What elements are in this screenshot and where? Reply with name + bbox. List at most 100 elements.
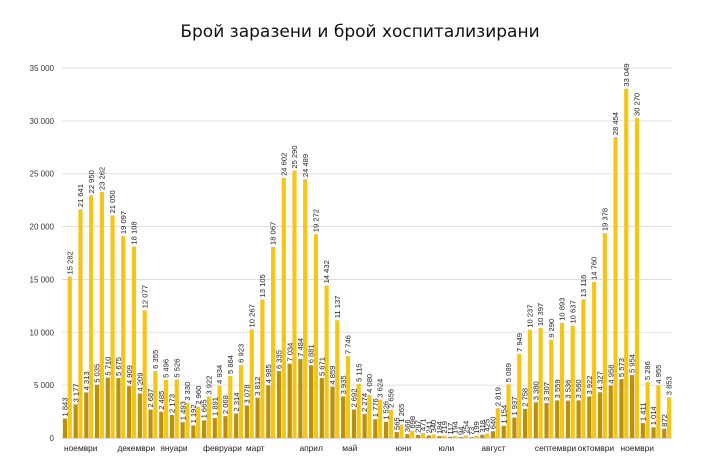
infected-value-label: 3 330 [183,382,192,401]
x-month-label: ноември [620,443,654,453]
hospitalized-bar [448,436,453,438]
hospitalized-value-label: 3 078 [242,384,251,403]
hospitalized-value-label: 640 [489,417,498,430]
hospitalized-bar [662,428,667,438]
hospitalized-bar [255,397,260,438]
hospitalized-bar [73,404,78,438]
infected-bar [163,379,169,438]
infected-value-label: 6 355 [151,350,160,369]
infected-value-label: 10 237 [526,305,535,328]
hospitalized-bar [169,415,175,438]
hospitalized-bar [180,422,185,438]
hospitalized-value-label: 7 484 [296,338,305,357]
infected-value-label: 5 864 [226,355,235,374]
hospitalized-value-label: 5 035 [93,364,102,383]
x-month-label: януари [160,443,188,453]
hospitalized-bar [544,403,549,438]
infected-bar [656,385,661,438]
infected-value-label: 19 378 [600,208,609,231]
hospitalized-value-label: 366 [403,419,412,432]
infected-bar [399,424,404,438]
hospitalized-value-label: 6 881 [307,344,316,363]
hospitalized-value-label: 1 891 [210,397,219,416]
hospitalized-value-label: 1 665 [200,399,209,418]
hospitalized-bar [351,409,356,438]
hospitalized-value-label: 73 [467,427,476,435]
hospitalized-bar [298,358,303,438]
x-month-label: август [481,443,505,453]
hospitalized-bar [576,400,581,438]
y-tick-label: 35 000 [30,64,55,73]
infected-value-label: 471 [419,418,428,431]
infected-bar [174,379,179,438]
hospitalized-bar [501,425,506,438]
hospitalized-value-label: 3 559 [553,379,562,398]
infected-bar [431,434,436,438]
infected-bar [527,329,533,438]
infected-bar [153,370,158,438]
infected-value-label: 6 923 [237,344,246,363]
y-tick-label: 10 000 [30,328,55,337]
hospitalized-value-label: 1 776 [371,398,380,417]
x-month-label: септември [535,443,577,453]
hospitalized-bar [191,425,196,438]
infected-bar [206,396,211,438]
infected-value-label: 1 265 [397,404,406,423]
infected-bar [602,233,607,438]
hospitalized-value-label: 5 573 [617,358,626,377]
infected-bar [324,285,329,438]
hospitalized-value-label: 4 859 [328,366,337,385]
hospitalized-value-label: 3 560 [574,379,583,398]
infected-bar [592,281,597,438]
hospitalized-value-label: 4 327 [596,371,605,390]
infected-value-label: 7 746 [344,335,353,354]
hospitalized-value-label: 4 985 [264,364,273,383]
infected-bar [217,385,222,438]
y-tick-label: 20 000 [30,223,55,232]
infected-bar [185,402,190,438]
x-month-label: март [246,443,265,453]
hospitalized-bar [234,413,239,438]
hospitalized-value-label: 1 014 [649,406,658,425]
hospitalized-value-label: 1 411 [638,403,647,421]
hospitalized-bar [555,400,560,438]
hospitalized-value-label: 6 335 [275,350,284,369]
hospitalized-value-label: 3 380 [531,381,540,400]
infected-value-label: 15 282 [65,251,74,274]
hospitalized-value-label: 5 954 [628,354,637,373]
hospitalized-value-label: 1 937 [510,397,519,416]
hospitalized-bar [640,423,645,438]
hospitalized-value-label: 4 909 [125,365,134,384]
infected-bar [121,236,126,438]
hospitalized-bar [426,435,431,438]
infected-value-label: 33 049 [622,63,631,86]
hospitalized-bar [458,437,464,438]
infected-value-label: 10 637 [568,300,577,323]
hospitalized-bar [490,431,496,438]
hospitalized-bar [565,400,571,438]
infected-bar [142,310,147,438]
hospitalized-value-label: 2 314 [232,393,241,412]
infected-value-label: 11 137 [333,296,342,319]
infected-bar [270,247,276,438]
hospitalized-value-label: 5 710 [103,357,112,376]
y-tick-label: 5 000 [34,381,55,390]
infected-bar [388,409,393,438]
infected-value-label: 219 [440,421,449,434]
infected-bar [570,325,575,438]
infected-bar [485,433,490,438]
hospitalized-value-label: 2 758 [521,388,530,407]
hospitalized-value-label: 3 177 [71,383,80,402]
infected-value-label: 5 496 [162,359,171,378]
infected-value-label: 30 270 [633,93,642,116]
infected-bar [442,435,447,438]
hospitalized-value-label: 5 675 [114,357,123,376]
hospitalized-bar [276,371,282,438]
x-month-label: април [299,443,323,453]
infected-value-label: 19 272 [311,209,320,232]
infected-value-label: 23 262 [97,167,106,190]
y-tick-label: 0 [50,434,55,443]
hospitalized-value-label: 7 034 [285,343,294,362]
infected-value-label: 5 286 [643,361,652,380]
